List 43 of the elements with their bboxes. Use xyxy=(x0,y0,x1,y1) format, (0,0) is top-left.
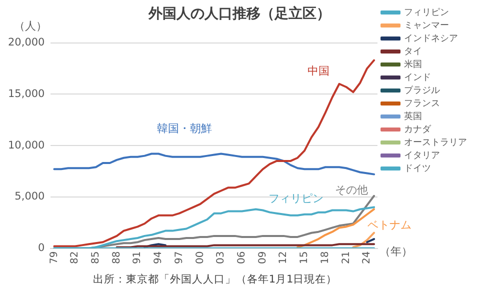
x-tick-label: 91 xyxy=(132,251,144,264)
x-tick-label: 15 xyxy=(299,251,310,264)
x-axis-title: （年） xyxy=(380,245,412,258)
legend-label: ミャンマー xyxy=(404,20,449,31)
x-tick-label: 88 xyxy=(111,251,122,264)
x-tick-label: 06 xyxy=(236,251,248,264)
x-tick-label: 21 xyxy=(340,251,352,264)
y-tick-label: 10,000 xyxy=(8,139,45,152)
legend-label: ドイツ xyxy=(404,164,431,174)
y-tick-label: 5,000 xyxy=(14,190,45,203)
x-tick-label: 79 xyxy=(48,251,60,264)
x-tick-label: 00 xyxy=(194,251,206,264)
legend-label: フランス xyxy=(404,98,440,109)
legend-label: カナダ xyxy=(404,124,432,135)
y-tick-label: 0 xyxy=(38,242,45,254)
legend-label: タイ xyxy=(404,46,422,57)
x-tick-label: 94 xyxy=(153,251,164,264)
legend-label: インドネシア xyxy=(404,34,458,44)
annotation: その他 xyxy=(334,184,368,197)
x-tick-label: 85 xyxy=(90,251,102,264)
annotation: 韓国・朝鮮 xyxy=(157,122,212,135)
legend-label: ブラジル xyxy=(404,84,440,96)
y-tick-label: 20,000 xyxy=(8,36,45,49)
legend-label: フィリピン xyxy=(404,6,449,18)
x-tick-label: 82 xyxy=(70,251,81,264)
x-tick-label: 97 xyxy=(174,251,185,264)
legend-label: 英国 xyxy=(404,110,422,122)
annotation: ベトナム xyxy=(368,218,412,232)
text: 出所：東京都「外国人人口」（各年1月1日現在） xyxy=(92,272,338,286)
x-tick-label: 18 xyxy=(320,251,331,264)
y-axis-title: （人） xyxy=(14,20,48,33)
legend-label: イタリア xyxy=(404,150,440,161)
annotation: フィリピン xyxy=(268,192,324,205)
legend-label: 米国 xyxy=(404,58,422,70)
legend-label: インド xyxy=(404,72,431,83)
x-tick-label: 24 xyxy=(362,251,373,264)
chart-title: 外国人の人口推移（足立区） xyxy=(148,5,330,22)
y-tick-label: 15,000 xyxy=(8,88,45,100)
x-tick-label: 03 xyxy=(216,251,227,264)
legend-label: オーストラリア xyxy=(404,138,467,148)
annotation: 中国 xyxy=(308,64,330,78)
x-tick-label: 12 xyxy=(278,251,290,264)
x-tick-label: 09 xyxy=(257,251,268,264)
